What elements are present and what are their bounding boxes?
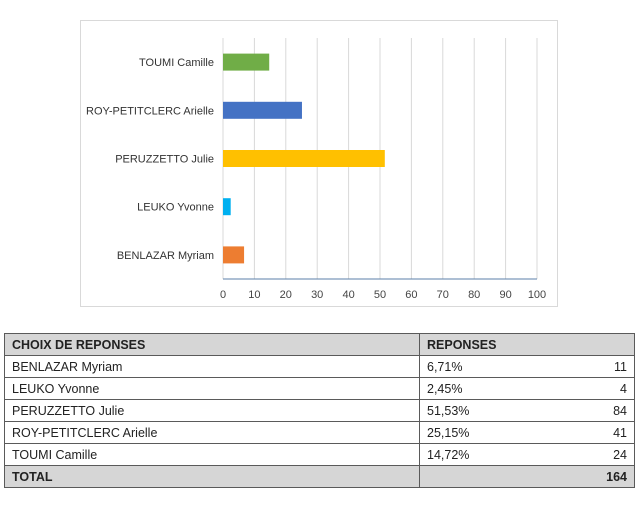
x-tick-label: 30 bbox=[311, 289, 323, 301]
total-label: TOTAL bbox=[4, 465, 420, 488]
x-tick-label: 80 bbox=[468, 289, 480, 301]
row-name: BENLAZAR Myriam bbox=[4, 355, 420, 378]
category-label: BENLAZAR Myriam bbox=[117, 250, 214, 262]
x-tick-label: 100 bbox=[528, 289, 546, 301]
row-percent: 51,53% bbox=[427, 403, 470, 418]
category-label: TOUMI Camille bbox=[139, 57, 214, 69]
table-row: BENLAZAR Myriam 6,71% 11 bbox=[4, 355, 635, 378]
row-count: 24 bbox=[613, 447, 627, 462]
row-name: ROY-PETITCLERC Arielle bbox=[4, 421, 420, 444]
row-responses: 2,45% 4 bbox=[419, 377, 635, 400]
x-tick-label: 50 bbox=[374, 289, 386, 301]
row-percent: 2,45% bbox=[427, 381, 463, 396]
x-tick-label: 60 bbox=[405, 289, 417, 301]
results-table: CHOIX DE REPONSES REPONSES BENLAZAR Myri… bbox=[4, 333, 635, 488]
x-tick-label: 70 bbox=[437, 289, 449, 301]
bar bbox=[223, 101, 302, 119]
x-tick-label: 20 bbox=[280, 289, 292, 301]
bar bbox=[223, 53, 270, 71]
table-row: ROY-PETITCLERC Arielle 25,15% 41 bbox=[4, 421, 635, 444]
header-responses: REPONSES bbox=[419, 333, 635, 356]
bar bbox=[223, 246, 245, 264]
total-row: TOTAL 164 bbox=[4, 465, 635, 488]
row-responses: 14,72% 24 bbox=[419, 443, 635, 466]
row-name: PERUZZETTO Julie bbox=[4, 399, 420, 422]
row-percent: 14,72% bbox=[427, 447, 470, 462]
row-responses: 6,71% 11 bbox=[419, 355, 635, 378]
row-name: LEUKO Yvonne bbox=[4, 377, 420, 400]
x-tick-label: 40 bbox=[342, 289, 354, 301]
bar-chart: 0 10 20 30 40 50 60 70 80 90 100 TOUMI Camille ROY-P… bbox=[86, 38, 546, 301]
bar bbox=[223, 198, 231, 216]
row-count: 41 bbox=[613, 425, 627, 440]
row-count: 4 bbox=[620, 381, 627, 396]
x-tick-label: 10 bbox=[248, 289, 260, 301]
table-header-row: CHOIX DE REPONSES REPONSES bbox=[4, 333, 635, 356]
row-responses: 51,53% 84 bbox=[419, 399, 635, 422]
category-label: PERUZZETTO Julie bbox=[115, 154, 214, 166]
table-row: LEUKO Yvonne 2,45% 4 bbox=[4, 377, 635, 400]
category-label: LEUKO Yvonne bbox=[137, 202, 214, 214]
row-percent: 25,15% bbox=[427, 425, 470, 440]
header-choices: CHOIX DE REPONSES bbox=[4, 333, 420, 356]
x-tick-label: 90 bbox=[499, 289, 511, 301]
category-label: ROY-PETITCLERC Arielle bbox=[86, 105, 214, 117]
row-name: TOUMI Camille bbox=[4, 443, 420, 466]
total-cell: 164 bbox=[419, 465, 635, 488]
bar bbox=[223, 150, 385, 167]
row-responses: 25,15% 41 bbox=[419, 421, 635, 444]
row-percent: 6,71% bbox=[427, 359, 463, 374]
row-count: 11 bbox=[614, 359, 627, 374]
table-row: PERUZZETTO Julie 51,53% 84 bbox=[4, 399, 635, 422]
table-row: TOUMI Camille 14,72% 24 bbox=[4, 443, 635, 466]
x-tick-label: 0 bbox=[220, 289, 226, 301]
row-count: 84 bbox=[613, 403, 627, 418]
chart-frame: 0 10 20 30 40 50 60 70 80 90 100 TOUMI Camille ROY-P… bbox=[80, 20, 558, 307]
total-count: 164 bbox=[606, 469, 627, 484]
